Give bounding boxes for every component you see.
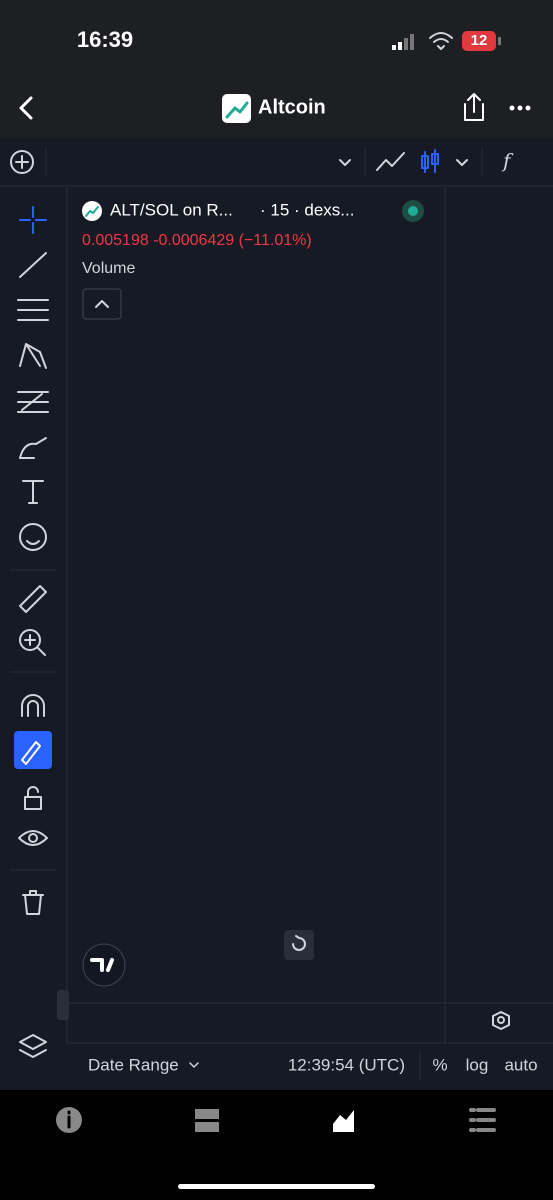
legend-quote: 0.005198 -0.0006429 (−11.01%): [82, 232, 312, 249]
share-button[interactable]: [464, 93, 484, 121]
magnet-tool[interactable]: [21, 694, 45, 717]
change: -0.0006429: [153, 232, 234, 249]
style-menu[interactable]: [456, 159, 468, 166]
utc-clock: 12:39:54 (UTC): [288, 1055, 405, 1074]
replay-button[interactable]: [284, 930, 314, 960]
change-pct: (−11.01%): [239, 232, 312, 249]
replay-icon: [292, 935, 306, 951]
chart-txns-icon[interactable]: [195, 1109, 219, 1132]
settings-button[interactable]: [492, 1011, 510, 1030]
crosshair-tool[interactable]: [19, 206, 47, 234]
legend-symbol: ALT/SOL on R...: [110, 200, 233, 219]
layers-button[interactable]: [19, 1034, 47, 1058]
coin-logo-mark: [225, 101, 249, 119]
text-tool[interactable]: [22, 480, 44, 504]
emoji-tool[interactable]: [19, 523, 47, 551]
volume-label: Volume: [82, 260, 135, 277]
battery: [462, 31, 496, 51]
legend-logo-mark: [85, 206, 99, 217]
lock-drawing-icon: [21, 741, 41, 765]
emoji-smile: [26, 540, 40, 545]
trendline-tool[interactable]: [19, 252, 47, 278]
chart-bg: [0, 138, 553, 1090]
battery-level: 12: [471, 32, 488, 49]
status-dot: [408, 206, 418, 216]
log-toggle[interactable]: log: [466, 1055, 489, 1074]
chart-icon[interactable]: [333, 1110, 354, 1132]
add-indicator[interactable]: [10, 150, 34, 174]
battery-cap: [498, 37, 501, 45]
percent-toggle[interactable]: %: [432, 1055, 447, 1074]
date-range-chevron: [189, 1062, 199, 1068]
lock-tool[interactable]: [24, 786, 42, 810]
collapse-chevron: [95, 300, 109, 308]
header-title: Altcoin: [258, 96, 326, 118]
prediction-tool[interactable]: [17, 391, 49, 413]
price: 0.005198: [82, 232, 149, 249]
back-button[interactable]: [19, 96, 33, 120]
wifi: [429, 32, 453, 50]
collapse-button[interactable]: [82, 288, 122, 320]
timeframe-menu[interactable]: [339, 159, 351, 166]
txns-icon[interactable]: [469, 1108, 496, 1132]
fib-tool[interactable]: [17, 299, 49, 321]
date-range[interactable]: Date Range: [88, 1055, 179, 1074]
line-style[interactable]: [376, 152, 405, 171]
signal: [392, 34, 414, 50]
brush-tool[interactable]: [19, 437, 47, 459]
add-indicator-plus: [15, 155, 29, 169]
home-indicator: [178, 1184, 375, 1189]
zoom-tool-mark: [24, 634, 46, 656]
visibility-tool[interactable]: [18, 830, 48, 846]
legend-source: · 15 · dexs...: [260, 200, 354, 219]
visibility-pupil: [28, 833, 38, 843]
zoom-tool[interactable]: [19, 629, 41, 651]
pattern-tool[interactable]: [19, 343, 47, 369]
lock-drawing-tool[interactable]: [14, 731, 52, 769]
tv-logo-mark: [90, 958, 114, 972]
expand-tools[interactable]: [57, 990, 69, 1020]
tab-bar: [0, 1090, 553, 1200]
delete-tool[interactable]: [22, 890, 44, 915]
settings-dot: [497, 1016, 505, 1024]
ruler-tool[interactable]: [19, 585, 47, 613]
auto-toggle[interactable]: auto: [504, 1055, 537, 1074]
header-bg: [0, 0, 553, 138]
legend-logo: [82, 201, 102, 221]
more-button[interactable]: [509, 105, 531, 111]
candle-style[interactable]: [421, 149, 439, 173]
clock: 16:39: [77, 27, 133, 52]
